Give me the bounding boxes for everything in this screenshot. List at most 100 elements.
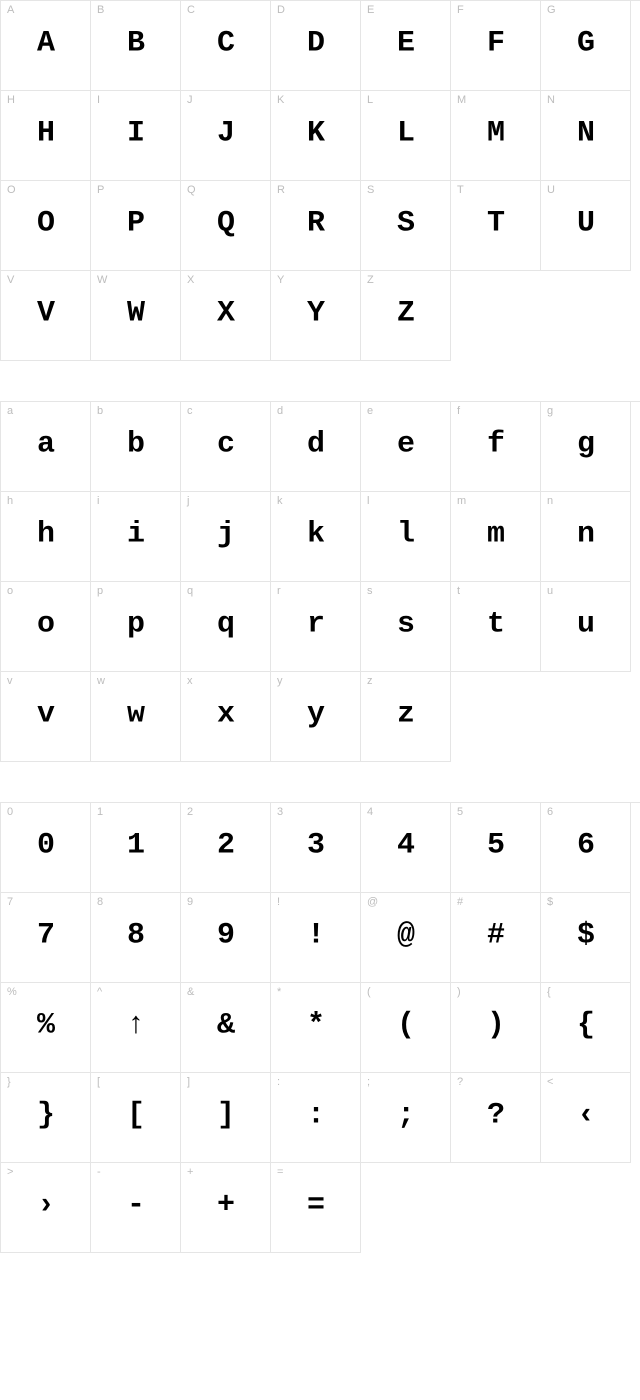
glyph-display: k [307,517,324,551]
glyph-row: hhiijjkkllmmnn [1,492,640,582]
glyph-label: 3 [277,806,283,818]
glyph-display: V [37,296,54,330]
glyph-label: ) [457,986,461,998]
glyph-row: VVWWXXYYZZ [1,271,640,361]
glyph-display: 9 [217,918,234,952]
glyph-display: l [397,517,414,551]
glyph-display: › [37,1188,54,1222]
empty-cell [451,271,541,361]
glyph-label: t [457,585,460,597]
glyph-display: x [217,697,234,731]
empty-cell [361,1163,451,1253]
glyph-cell: 66 [541,803,631,893]
glyph-cell: ?? [451,1073,541,1163]
glyph-label: L [367,94,373,106]
glyph-row: aabbccddeeffgg [1,402,640,492]
glyph-label: C [187,4,195,16]
glyph-cell: yy [271,672,361,762]
glyph-cell: nn [541,492,631,582]
glyph-display: T [487,206,504,240]
glyph-label: c [187,405,193,417]
glyph-row: 778899!!@@##$$ [1,893,640,983]
glyph-cell: bb [91,402,181,492]
glyph-display: K [307,116,324,150]
glyph-label: W [97,274,107,286]
glyph-cell: gg [541,402,631,492]
glyph-display: q [217,607,234,641]
glyph-label: O [7,184,16,196]
glyph-display: I [127,116,144,150]
glyph-label: B [97,4,104,16]
glyph-row: }}[[]]::;;??<‹ [1,1073,640,1163]
glyph-cell: mm [451,492,541,582]
glyph-label: s [367,585,373,597]
glyph-cell: %% [1,983,91,1073]
glyph-label: I [97,94,100,106]
glyph-label: ( [367,986,371,998]
glyph-cell: vv [1,672,91,762]
glyph-display: t [487,607,504,641]
glyph-label: D [277,4,285,16]
glyph-label: 4 [367,806,373,818]
glyph-display: ( [397,1008,414,1042]
glyph-display: R [307,206,324,240]
glyph-cell: ;; [361,1073,451,1163]
glyph-label: Y [277,274,284,286]
glyph-cell: ff [451,402,541,492]
glyph-label: < [547,1076,553,1088]
glyph-label: h [7,495,13,507]
glyph-display: U [577,206,594,240]
glyph-display: i [127,517,144,551]
glyph-label: 2 [187,806,193,818]
glyph-cell: ww [91,672,181,762]
glyph-label: l [367,495,369,507]
glyph-label: e [367,405,373,417]
glyph-cell: zz [361,672,451,762]
glyph-cell: 00 [1,803,91,893]
glyph-display: s [397,607,414,641]
glyph-label: g [547,405,553,417]
glyph-label: E [367,4,374,16]
glyph-display: b [127,427,144,461]
glyph-display: 4 [397,828,414,862]
glyph-display: % [37,1008,54,1042]
glyph-display: c [217,427,234,461]
glyph-display: M [487,116,504,150]
glyph-display: $ [577,918,594,952]
glyph-display: 7 [37,918,54,952]
glyph-display: B [127,26,144,60]
glyph-label: z [367,675,373,687]
glyph-display: n [577,517,594,551]
glyph-display: A [37,26,54,60]
glyph-display: ; [397,1098,414,1132]
glyph-row: AABBCCDDEEFFGG [1,1,640,91]
glyph-label: 1 [97,806,103,818]
glyph-display: Z [397,296,414,330]
glyph-label: # [457,896,463,908]
glyph-cell: ++ [181,1163,271,1253]
glyph-label: S [367,184,374,196]
glyph-display: p [127,607,144,641]
glyph-cell: ZZ [361,271,451,361]
glyph-cell: [[ [91,1073,181,1163]
glyph-cell: FF [451,1,541,91]
glyph-label: Z [367,274,374,286]
glyph-cell: II [91,91,181,181]
glyph-cell: -- [91,1163,181,1253]
glyph-display: a [37,427,54,461]
empty-cell [541,672,631,762]
glyph-cell: !! [271,893,361,983]
glyph-label: + [187,1166,193,1178]
glyph-cell: cc [181,402,271,492]
glyph-display: ) [487,1008,504,1042]
glyph-cell: ii [91,492,181,582]
glyph-cell: RR [271,181,361,271]
glyph-display: ! [307,918,324,952]
glyph-cell: KK [271,91,361,181]
glyph-display: w [127,697,144,731]
glyph-cell: ]] [181,1073,271,1163]
glyph-display: } [37,1098,54,1132]
glyph-row: ooppqqrrssttuu [1,582,640,672]
glyph-cell: 99 [181,893,271,983]
glyph-display: G [577,26,594,60]
